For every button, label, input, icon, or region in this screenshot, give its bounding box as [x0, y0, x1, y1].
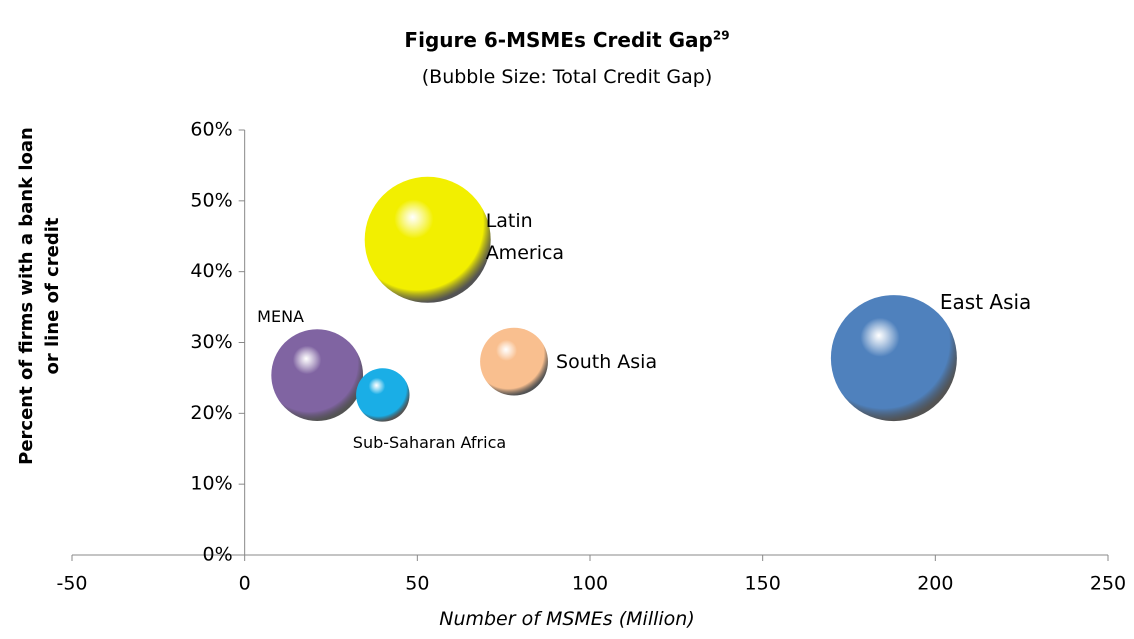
x-tick-label: 0 [239, 573, 251, 595]
y-tick-label: 10% [190, 473, 232, 495]
x-tick-label: 200 [917, 573, 953, 595]
x-tick-label: 150 [745, 573, 781, 595]
y-tick-label: 0% [203, 544, 233, 566]
y-tick-label: 30% [190, 331, 232, 353]
y-tick-label: 20% [190, 402, 232, 424]
chart-subtitle: (Bubble Size: Total Credit Gap) [421, 66, 713, 88]
y-tick-label: 40% [190, 260, 232, 282]
bubble-label: MENA [257, 307, 304, 327]
chart-title: Figure 6-MSMEs Credit Gap29 [0, 28, 1134, 52]
bubble [271, 329, 364, 421]
bubble-label: South Asia [556, 350, 658, 373]
bubble-label: East Asia [939, 290, 1032, 315]
bubble-label: Sub-Saharan Africa [352, 432, 507, 452]
title-superscript: 29 [712, 28, 730, 43]
y-tick-label: 60% [190, 119, 232, 141]
x-tick-label: 50 [405, 573, 429, 595]
x-tick-label: 250 [1090, 573, 1126, 595]
x-axis-label: Number of MSMEs (Million) [439, 608, 695, 630]
bubble [480, 327, 548, 396]
x-tick-label: -50 [56, 573, 87, 595]
bubble [364, 176, 491, 303]
y-tick-label: 50% [190, 189, 232, 211]
y-axis-label: Percent of firms with a bank loan or lin… [16, 127, 63, 465]
bubble-label: Latin America [485, 209, 565, 264]
title-text: Figure 6-MSMEs Credit Gap [404, 28, 713, 52]
bubble [356, 368, 410, 422]
bubble [830, 295, 957, 422]
x-tick-label: 100 [572, 573, 608, 595]
